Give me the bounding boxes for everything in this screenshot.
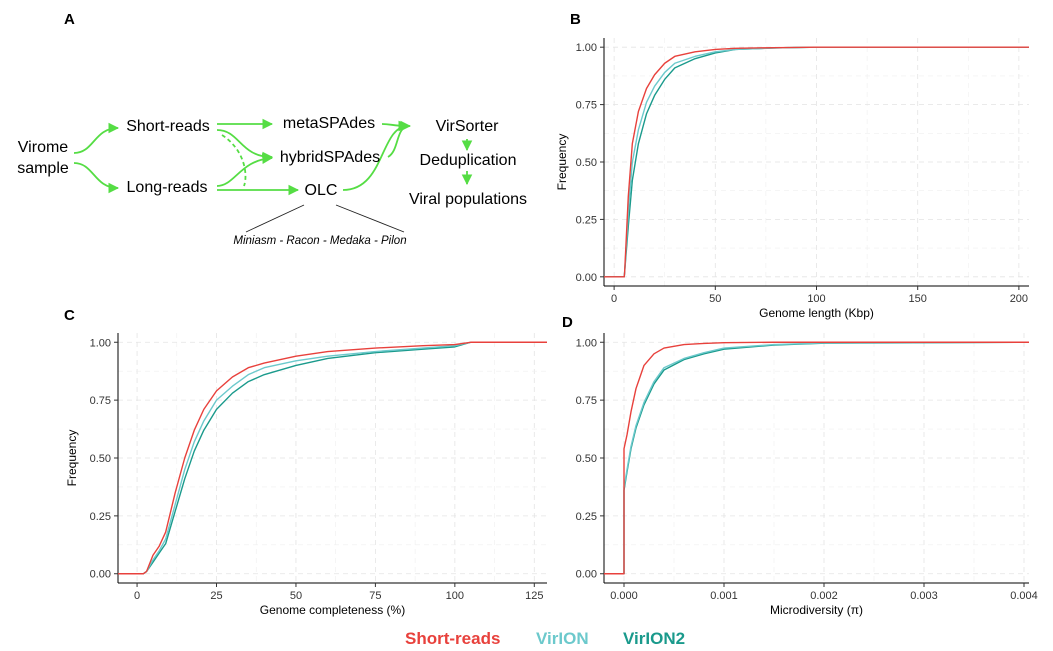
- arrow-short-dashed: [221, 134, 247, 187]
- panel-label-a: A: [64, 11, 75, 28]
- arrow-sample-to-long: [73, 162, 120, 194]
- node-sample: sample: [17, 160, 69, 177]
- y-tick-label-4: 1.00: [576, 337, 597, 349]
- olc-pipeline-label: Miniasm - Racon - Medaka - Pilon: [233, 235, 406, 247]
- olc-callout-lines: [245, 204, 405, 233]
- y-axis-title: Frequency: [65, 430, 79, 487]
- panel-label-d: D: [562, 314, 573, 331]
- arrow-sample-to-short: [73, 122, 120, 154]
- chart-genome-length: 0 50 100 150 200 0.00 0.25 0.50 0.75 1.00 Genome l…: [555, 38, 1029, 320]
- olc-callout-right: [335, 204, 405, 233]
- y-tick-label-2: 0.50: [90, 453, 111, 465]
- legend-short-reads: Short-reads: [405, 629, 500, 648]
- y-tick-label-0: 0.00: [90, 569, 111, 581]
- x-tick-label-1: 0.001: [710, 590, 738, 602]
- y-tick-label-3: 0.75: [90, 395, 111, 407]
- x-axis-title: Genome completeness (%): [260, 603, 405, 617]
- y-axis-title: Frequency: [555, 134, 569, 191]
- node-virome: Virome: [18, 139, 68, 156]
- node-viral-populations: Viral populations: [409, 191, 527, 208]
- x-tick-label-2: 50: [290, 590, 302, 602]
- grid: [118, 333, 547, 583]
- node-hybridspades: hybridSPAdes: [280, 149, 380, 166]
- legend-virion2: VirION2: [623, 629, 685, 648]
- x-tick-label-2: 0.002: [810, 590, 838, 602]
- series-line-virion2: [118, 341, 547, 575]
- node-short-reads: Short-reads: [126, 118, 210, 135]
- legend: Short-reads VirION VirION2: [405, 629, 685, 648]
- arrow-short-to-hybrid: [216, 129, 274, 163]
- legend-virion: VirION: [536, 629, 589, 648]
- node-olc: OLC: [305, 182, 338, 199]
- panel-label-b: B: [570, 11, 581, 28]
- arrow-long-to-hybrid: [216, 153, 274, 187]
- workflow-diagram: Virome sample Short-reads Long-reads met…: [17, 115, 527, 247]
- y-tick-label-3: 0.75: [576, 100, 597, 112]
- chart-genome-completeness: 0 25 50 75 100 125 0.00 0.25 0.50 0.75 1.00 Genome …: [65, 333, 547, 617]
- x-tick-label-0: 0.000: [610, 590, 638, 602]
- y-tick-label-3: 0.75: [576, 395, 597, 407]
- x-axis-title: Microdiversity (π): [770, 603, 863, 617]
- node-deduplication: Deduplication: [420, 152, 517, 169]
- x-tick-label-3: 0.003: [910, 590, 938, 602]
- node-long-reads: Long-reads: [127, 179, 208, 196]
- series-line-short-reads: [118, 341, 547, 575]
- arrow-olc-to-virsorter: [342, 120, 410, 191]
- x-axis-title: Genome length (Kbp): [759, 306, 874, 320]
- x-tick-label-3: 75: [369, 590, 381, 602]
- diagram-arrows: [73, 118, 473, 196]
- y-tick-label-2: 0.50: [576, 453, 597, 465]
- x-tick-label-2: 100: [807, 293, 825, 305]
- x-tick-label-0: 0: [611, 293, 617, 305]
- x-tick-label-4: 100: [446, 590, 464, 602]
- series-line-short-reads: [604, 341, 1029, 575]
- series-line-virion: [118, 341, 547, 575]
- series-line-virion: [604, 341, 1030, 575]
- x-tick-label-4: 200: [1010, 293, 1028, 305]
- arrow-hybrid-to-virsorter: [387, 120, 412, 158]
- x-tick-label-4: 0.004: [1010, 590, 1038, 602]
- y-tick-label-2: 0.50: [576, 157, 597, 169]
- y-tick-label-1: 0.25: [576, 511, 597, 523]
- node-metaspades: metaSPAdes: [283, 115, 375, 132]
- olc-callout-left: [245, 204, 305, 233]
- x-tick-label-1: 50: [709, 293, 721, 305]
- y-tick-label-1: 0.25: [90, 511, 111, 523]
- y-tick-label-0: 0.00: [576, 272, 597, 284]
- grid: [604, 333, 1029, 583]
- series-line-short-reads: [604, 46, 1029, 278]
- y-tick-label-4: 1.00: [576, 42, 597, 54]
- chart-microdiversity: 0.000 0.001 0.002 0.003 0.004 0.00 0.25 0.50 0.7…: [576, 333, 1038, 617]
- y-tick-label-0: 0.00: [576, 569, 597, 581]
- x-tick-label-3: 150: [909, 293, 927, 305]
- panel-label-c: C: [64, 307, 75, 324]
- y-tick-label-4: 1.00: [90, 337, 111, 349]
- y-tick-label-1: 0.25: [576, 214, 597, 226]
- x-tick-label-0: 0: [134, 590, 140, 602]
- node-virsorter: VirSorter: [436, 118, 500, 135]
- x-tick-label-5: 125: [525, 590, 543, 602]
- x-tick-label-1: 25: [210, 590, 222, 602]
